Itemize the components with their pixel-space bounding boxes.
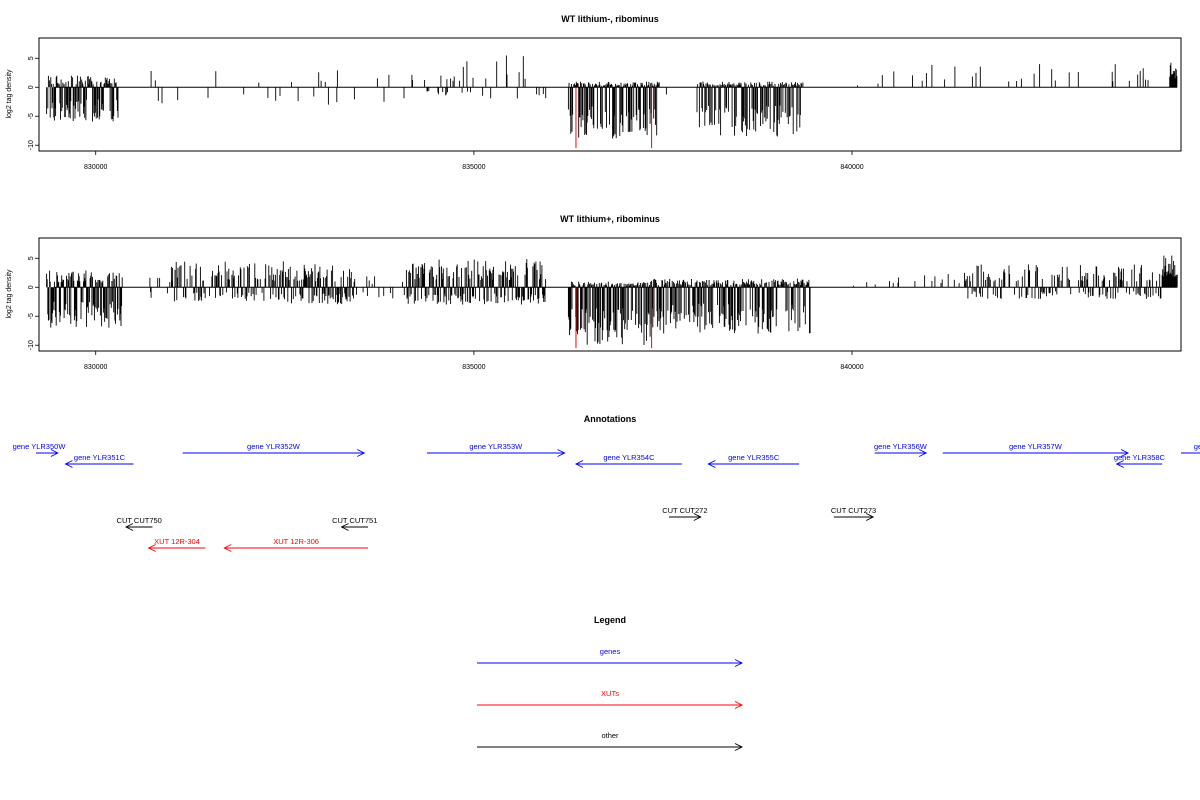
axes: 5 0 -5 -10 830000 835000 840000 xyxy=(28,256,864,371)
y-axis-label: log2 tag density xyxy=(6,269,13,319)
annotation-label: gene YLR355C xyxy=(728,453,780,462)
legend-label: other xyxy=(601,731,619,740)
density-bars xyxy=(46,55,1178,149)
annotation-other: CUT CUT750 xyxy=(117,516,162,531)
annotation-other: CUT CUT751 xyxy=(332,516,377,531)
legend-item-gene: genes xyxy=(477,647,744,667)
annotation-label: CUT CUT272 xyxy=(662,506,707,515)
annotation-gene: gene YLR351C xyxy=(64,453,134,468)
annotation-label: CUT CUT750 xyxy=(117,516,162,525)
y-tick-label: 0 xyxy=(28,285,35,289)
annotation-label: gene YLR351C xyxy=(74,453,126,462)
annotation-gene: gene YLR350W xyxy=(13,442,67,457)
annotation-label: gene YLR357W xyxy=(1009,442,1063,451)
x-tick-label: 835000 xyxy=(462,364,485,371)
annotation-label: XUT 12R-304 xyxy=(154,537,200,546)
annotation-gene: gene YLR355C xyxy=(707,453,800,468)
annotation-arrow-head xyxy=(124,523,134,531)
density-bars xyxy=(46,255,1178,349)
y-tick-label: -10 xyxy=(28,140,35,150)
annotation-arrow-head xyxy=(557,449,566,457)
annotation-arrow-head xyxy=(693,513,702,521)
annotations-title: Annotations xyxy=(584,414,637,424)
chart-panel-lithium-minus: WT lithium-, ribominus 5 0 -5 -10 830000 8350… xyxy=(6,14,1182,171)
annotation-gene: gene YLR352W xyxy=(182,442,366,457)
legend-arrow-head xyxy=(734,659,744,667)
annotation-arrow-head xyxy=(147,544,156,552)
annotation-arrow-head xyxy=(64,460,73,468)
annotation-label: gene YLR350W xyxy=(13,442,67,451)
annotation-label: gene Y xyxy=(1194,442,1200,451)
x-tick-label: 830000 xyxy=(84,364,107,371)
annotation-label: XUT 12R-306 xyxy=(273,537,319,546)
x-tick-label: 840000 xyxy=(840,364,863,371)
annotation-gene: gene Y xyxy=(1181,442,1200,454)
legend-item-other: other xyxy=(477,731,744,751)
chart-title: WT lithium+, ribominus xyxy=(560,214,660,224)
annotation-arrow-head xyxy=(50,449,59,457)
axes: 5 0 -5 -10 830000 835000 840000 xyxy=(28,56,864,171)
legend-label: XUTs xyxy=(601,689,619,698)
annotation-xut: XUT 12R-304 xyxy=(147,537,206,552)
annotation-arrow-head xyxy=(1120,449,1130,457)
annotation-arrow-head xyxy=(340,523,349,531)
annotation-arrow-head xyxy=(223,544,232,552)
legend-arrow-head xyxy=(734,701,744,709)
legend-label: genes xyxy=(600,647,621,656)
y-tick-label: -10 xyxy=(28,340,35,350)
x-tick-label: 840000 xyxy=(840,164,863,171)
y-tick-label: -5 xyxy=(28,313,35,319)
annotation-arrow-head xyxy=(1115,460,1124,468)
chart-panel-lithium-plus: WT lithium+, ribominus 5 0 -5 -10 830000 8350… xyxy=(6,214,1182,371)
legend-arrow-head xyxy=(734,743,744,751)
legend-item-xut: XUTs xyxy=(477,689,744,709)
y-tick-label: -5 xyxy=(28,113,35,119)
plot-frame xyxy=(38,37,1182,152)
annotation-gene: gene YLR354C xyxy=(574,453,682,468)
annotation-label: gene YLR354C xyxy=(603,453,655,462)
legend: Legend genes XUTs other xyxy=(477,615,744,751)
x-tick-label: 830000 xyxy=(84,164,107,171)
annotation-arrow-head xyxy=(865,513,875,521)
annotation-other: CUT CUT272 xyxy=(662,506,708,521)
chart-title: WT lithium-, ribominus xyxy=(561,14,659,24)
annotation-label: gene YLR353W xyxy=(469,442,523,451)
annotation-gene: gene YLR357W xyxy=(942,442,1130,457)
annotation-xut: XUT 12R-306 xyxy=(223,537,368,552)
annotation-label: CUT CUT273 xyxy=(831,506,876,515)
x-tick-label: 835000 xyxy=(462,164,485,171)
annotation-gene: gene YLR353W xyxy=(426,442,566,457)
y-tick-label: 0 xyxy=(28,85,35,89)
annotation-arrow-head xyxy=(357,449,366,457)
legend-title: Legend xyxy=(594,615,626,625)
annotation-label: gene YLR358C xyxy=(1114,453,1166,462)
annotation-arrow-head xyxy=(918,449,928,457)
annotation-other: CUT CUT273 xyxy=(831,506,876,521)
annotation-label: CUT CUT751 xyxy=(332,516,377,525)
y-tick-label: 5 xyxy=(28,256,35,260)
annotation-arrow-head xyxy=(574,460,584,468)
y-tick-label: 5 xyxy=(28,56,35,60)
annotations-track: Annotations gene YLR350W gene YLR351C gene… xyxy=(13,414,1200,552)
annotation-label: gene YLR352W xyxy=(247,442,301,451)
annotation-gene: gene YLR356W xyxy=(874,442,928,457)
annotation-arrow-head xyxy=(707,460,716,468)
annotation-gene: gene YLR358C xyxy=(1114,453,1166,468)
annotation-label: gene YLR356W xyxy=(874,442,928,451)
y-axis-label: log2 tag density xyxy=(6,69,13,119)
